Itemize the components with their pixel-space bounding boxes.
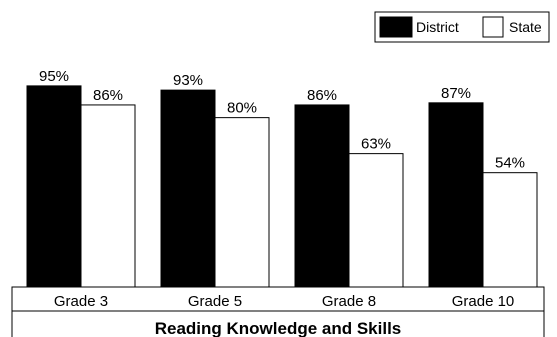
tick-label-grade-10: Grade 10 xyxy=(452,293,515,310)
bar-state-grade-5 xyxy=(214,117,270,288)
value-label-district-grade-5: 93% xyxy=(173,72,203,89)
value-label-state-grade-10: 54% xyxy=(495,155,525,172)
bar-district-grade-8 xyxy=(294,104,350,288)
value-label-state-grade-5: 80% xyxy=(227,100,257,117)
value-label-state-grade-8: 63% xyxy=(361,136,391,153)
tick-label-grade-5: Grade 5 xyxy=(188,293,242,310)
legend: District State xyxy=(374,11,550,43)
tick-label-grade-8: Grade 8 xyxy=(322,293,376,310)
value-label-state-grade-3: 86% xyxy=(93,87,123,104)
legend-swatch-state xyxy=(482,16,504,38)
legend-swatch-district xyxy=(379,16,413,38)
bar-state-grade-10 xyxy=(482,172,538,288)
value-labels: 95% 86% 93% 80% 86% 63% 87% 54% xyxy=(39,68,525,172)
value-label-district-grade-10: 87% xyxy=(441,85,471,102)
legend-label-district: District xyxy=(416,19,459,35)
tick-labels: Grade 3 Grade 5 Grade 8 Grade 10 xyxy=(54,293,514,310)
value-label-district-grade-8: 86% xyxy=(307,87,337,104)
bar-district-grade-3 xyxy=(26,85,82,288)
bars xyxy=(26,85,538,288)
value-label-district-grade-3: 95% xyxy=(39,68,69,85)
bar-district-grade-5 xyxy=(160,89,216,288)
tick-label-grade-3: Grade 3 xyxy=(54,293,108,310)
bar-state-grade-8 xyxy=(348,153,404,288)
bar-district-grade-10 xyxy=(428,102,484,288)
bar-state-grade-3 xyxy=(80,104,136,288)
x-axis-title: Reading Knowledge and Skills xyxy=(155,319,402,337)
legend-label-state: State xyxy=(509,19,542,35)
axis-title-box xyxy=(11,310,545,337)
